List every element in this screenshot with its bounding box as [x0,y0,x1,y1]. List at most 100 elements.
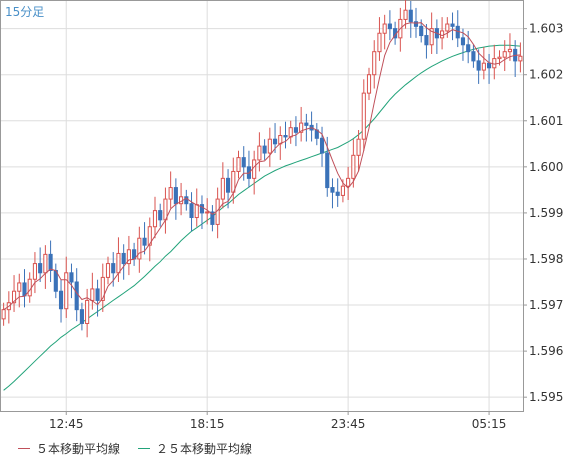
candle-body [497,56,502,60]
y-tick-label: 1.597 [529,298,563,312]
y-tick-label: 1.600 [529,160,563,174]
candle-body [22,282,27,297]
candle-body [105,263,111,278]
ma25-line [3,44,521,391]
candle-body [267,138,272,154]
candle-body [481,62,486,71]
candle-body [288,127,293,138]
candle-body [283,135,288,138]
timeframe-label: 15分足 [5,5,44,19]
candle-body [356,138,361,156]
candle-body [351,154,356,179]
plot-area [0,0,524,412]
ma5-layer [3,22,521,311]
legend-label-ma25: ２５本移動平均線 [156,441,253,456]
candle-body [252,159,257,179]
candle-body [424,35,429,46]
candle-body [507,48,513,53]
candle-body [403,9,408,20]
candle-body [419,25,424,37]
candle-body [17,282,22,292]
candle-body [377,32,382,53]
candle-body [319,137,325,154]
candle-body [194,204,199,219]
candle-body [32,263,37,280]
candle-body [53,269,58,292]
candle-body [64,272,69,310]
candle-body [466,44,471,53]
legend-swatch-ma25 [138,447,151,449]
x-tick-label: 23:45 [331,417,366,431]
candle-body [85,299,90,324]
candle-body [440,30,445,39]
candle-body [487,62,492,69]
candle-body [48,253,53,271]
legend: ５本移動平均線 ２５本移動平均線 [18,440,252,456]
x-axis-ticks: 12:45 18:15 23:45 05:15 [49,411,506,431]
y-tick-label: 1.603 [529,22,563,36]
candle-body [346,177,351,187]
candle-body [262,145,267,154]
candle-body [236,157,241,172]
candle-body [445,23,450,32]
candle-body [79,309,84,324]
candle-body [372,51,377,76]
candle-body [299,122,304,133]
candle-body [210,211,215,225]
candle-body [518,55,523,62]
y-tick-label: 1.598 [529,252,563,266]
legend-item-ma5: ５本移動平均線 [18,440,120,457]
candle-body [226,177,231,193]
candle-body [382,23,387,34]
candle-body [330,187,335,193]
candle-body [460,37,466,46]
candle-body [476,60,481,71]
x-tick-label: 18:15 [190,417,225,431]
candle-body [304,122,309,126]
candle-body [126,249,131,265]
candle-body [11,290,17,304]
candle-body [387,23,392,30]
candle-body [43,253,48,274]
candle-body [413,21,419,27]
y-tick-label: 1.599 [529,206,563,220]
legend-label-ma5: ５本移動平均線 [36,441,121,456]
candle-body [111,263,116,274]
candle-body [471,51,476,62]
candle-body [74,281,79,311]
candle-body [173,187,178,205]
candle-body [137,237,142,260]
candle-body [241,157,246,168]
candle-body [121,252,126,265]
candle-body [142,237,147,246]
candle-body [189,203,194,219]
candle-body [1,309,6,320]
candle-body [340,185,345,196]
candle-body [152,210,158,228]
grid-lines [1,1,523,411]
candle-body [366,74,372,94]
y-tick-label: 1.602 [529,68,563,82]
candle-body [168,187,173,200]
candle-body [335,191,340,196]
candle-body [90,288,95,301]
ma5-line [3,22,521,311]
candle-body [502,51,507,58]
candle-body [199,204,205,214]
candle-body [184,196,189,205]
candle-body [100,276,105,301]
x-tick-label: 05:15 [472,417,507,431]
legend-item-ma25: ２５本移動平均線 [138,440,252,457]
candle-body [38,263,43,274]
candle-body [408,9,413,23]
legend-swatch-ma5 [18,447,30,449]
candle-body [361,92,366,140]
candles [1,0,523,338]
candle-body [220,177,225,200]
y-tick-label: 1.601 [529,114,563,128]
candle-body [205,211,210,214]
y-tick-label: 1.595 [529,390,563,404]
candle-body [95,288,100,301]
ma25-layer [3,44,521,391]
